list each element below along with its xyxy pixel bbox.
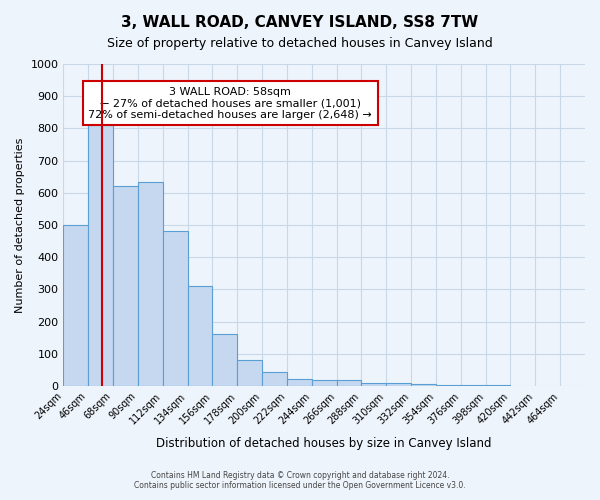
Bar [386, 384, 411, 386]
Bar [138, 182, 163, 386]
Y-axis label: Number of detached properties: Number of detached properties [15, 138, 25, 312]
Bar [287, 379, 312, 386]
Bar [411, 384, 436, 386]
Bar [337, 380, 361, 386]
Bar [163, 232, 188, 386]
Text: 3, WALL ROAD, CANVEY ISLAND, SS8 7TW: 3, WALL ROAD, CANVEY ISLAND, SS8 7TW [121, 15, 479, 30]
Bar [88, 125, 113, 386]
Bar [212, 334, 237, 386]
Text: 3 WALL ROAD: 58sqm
← 27% of detached houses are smaller (1,001)
72% of semi-deta: 3 WALL ROAD: 58sqm ← 27% of detached hou… [88, 86, 372, 120]
X-axis label: Distribution of detached houses by size in Canvey Island: Distribution of detached houses by size … [157, 437, 492, 450]
Bar [237, 360, 262, 386]
Bar [361, 383, 386, 386]
Bar [64, 225, 88, 386]
Bar [188, 286, 212, 386]
Bar [436, 385, 461, 386]
Text: Contains HM Land Registry data © Crown copyright and database right 2024.
Contai: Contains HM Land Registry data © Crown c… [134, 470, 466, 490]
Bar [113, 186, 138, 386]
Text: Size of property relative to detached houses in Canvey Island: Size of property relative to detached ho… [107, 38, 493, 51]
Bar [262, 372, 287, 386]
Bar [312, 380, 337, 386]
